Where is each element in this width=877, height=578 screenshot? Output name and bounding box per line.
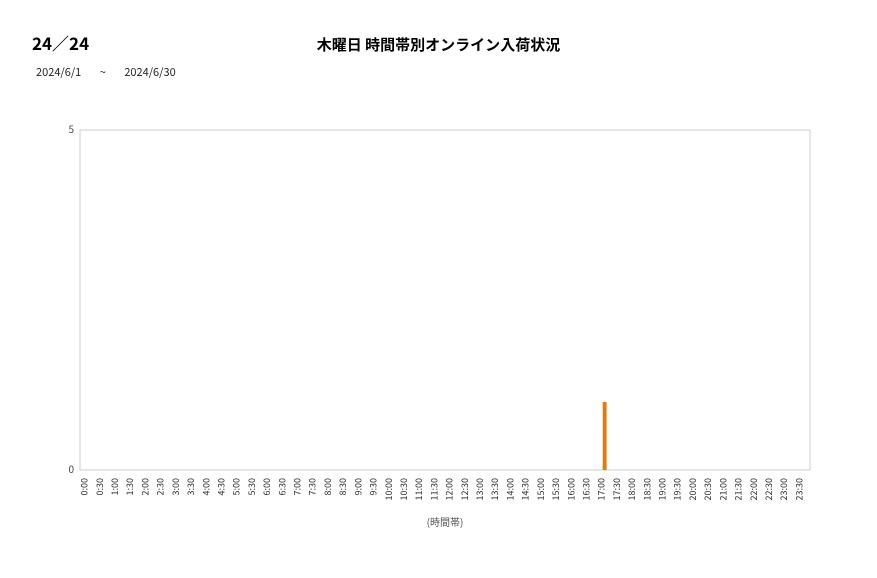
x-tick-label: 19:30 [671, 478, 684, 500]
x-tick-label: 18:30 [640, 478, 653, 500]
x-tick-label: 16:30 [579, 478, 592, 500]
x-tick-label: 18:00 [625, 478, 638, 500]
x-tick-label: 7:00 [291, 478, 304, 496]
x-tick-label: 9:30 [367, 478, 380, 496]
x-tick-label: 7:30 [306, 478, 319, 496]
x-tick-label: 3:30 [184, 478, 197, 496]
x-tick-label: 14:00 [503, 478, 516, 500]
x-tick-label: 5:30 [245, 478, 258, 496]
x-tick-label: 4:00 [199, 478, 212, 496]
x-tick-label: 22:30 [762, 478, 775, 500]
bar [603, 402, 607, 470]
x-tick-label: 22:00 [747, 478, 760, 500]
x-tick-label: 2:00 [138, 478, 151, 496]
x-tick-label: 23:00 [777, 478, 790, 500]
x-tick-label: 19:00 [656, 478, 669, 500]
x-tick-label: 10:00 [382, 478, 395, 500]
x-tick-label: 20:30 [701, 478, 714, 500]
x-tick-label: 0:00 [78, 478, 91, 496]
chart-area: 0 5 0:000:301:001:302:002:303:003:304:004:… [40, 110, 840, 530]
x-tick-label: 1:30 [123, 478, 136, 496]
x-tick-label: 0:30 [93, 478, 106, 496]
x-tick-label: 12:00 [443, 478, 456, 500]
x-axis-title: (時間帯) [427, 514, 464, 529]
x-tick-label: 10:30 [397, 478, 410, 500]
date-from: 2024/6/1 [36, 64, 81, 80]
x-tick-label: 15:00 [534, 478, 547, 500]
date-range-separator: ~ [100, 64, 106, 80]
x-tick-label: 4:30 [214, 478, 227, 496]
x-tick-label: 21:00 [716, 478, 729, 500]
x-tick-label: 20:00 [686, 478, 699, 500]
x-tick-label: 5:00 [230, 478, 243, 496]
x-tick-label: 13:00 [473, 478, 486, 500]
x-tick-label: 8:00 [321, 478, 334, 496]
x-tick-label: 6:00 [260, 478, 273, 496]
x-tick-label: 15:30 [549, 478, 562, 500]
x-tick-label: 11:30 [427, 478, 440, 500]
x-tick-label: 8:30 [336, 478, 349, 496]
x-tick-label: 16:00 [564, 478, 577, 500]
x-tick-label: 1:00 [108, 478, 121, 496]
x-tick-label: 11:00 [412, 478, 425, 500]
chart-title: 木曜日 時間帯別オンライン入荷状況 [0, 34, 877, 55]
x-tick-label: 12:30 [458, 478, 471, 500]
x-tick-label: 13:30 [488, 478, 501, 500]
x-tick-label: 14:30 [519, 478, 532, 500]
x-tick-label: 3:00 [169, 478, 182, 496]
x-tick-label: 9:00 [351, 478, 364, 496]
x-tick-label: 6:30 [275, 478, 288, 496]
x-tick-label: 17:30 [610, 478, 623, 500]
x-tick-label: 2:30 [154, 478, 167, 496]
chart-svg: 0 5 0:000:301:001:302:002:303:003:304:004:… [40, 110, 840, 530]
x-tick-label: 17:00 [595, 478, 608, 500]
x-tick-label: 23:30 [792, 478, 805, 500]
date-range: 2024/6/1 ~ 2024/6/30 [36, 64, 176, 80]
plot-area [80, 130, 810, 470]
x-tick-label: 21:30 [732, 478, 745, 500]
date-to: 2024/6/30 [124, 64, 175, 80]
y-tick-label: 0 [68, 461, 74, 476]
y-tick-label: 5 [68, 121, 74, 136]
